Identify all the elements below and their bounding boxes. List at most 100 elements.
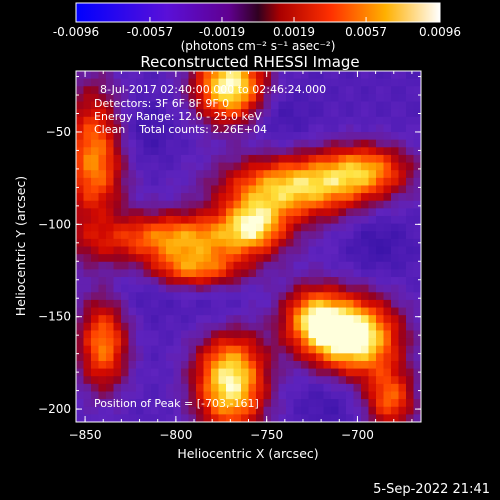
heatmap-cell — [413, 399, 421, 408]
heatmap-cell — [211, 246, 220, 255]
heatmap-cell — [203, 231, 212, 240]
heatmap-cell — [218, 345, 227, 354]
heatmap-cell — [136, 93, 145, 103]
heatmap-cell — [383, 223, 392, 232]
heatmap-cell — [376, 261, 385, 270]
heatmap-cell — [241, 269, 250, 278]
heatmap-cell — [263, 109, 272, 118]
heatmap-cell — [121, 292, 130, 301]
heatmap-cell — [271, 139, 280, 148]
heatmap-cell — [368, 208, 377, 217]
heatmap-cell — [376, 307, 385, 316]
heatmap-cell — [76, 345, 85, 354]
heatmap-cell — [158, 93, 167, 103]
heatmap-cell — [158, 185, 167, 194]
heatmap-cell — [83, 215, 92, 225]
heatmap-cell — [323, 147, 332, 156]
heatmap-cell — [391, 406, 400, 415]
heatmap-cell — [323, 215, 332, 225]
heatmap-cell — [128, 185, 137, 194]
heatmap-cell — [308, 345, 317, 354]
heatmap-cell — [241, 254, 250, 263]
heatmap-cell — [346, 147, 355, 156]
heatmap-cell — [316, 170, 325, 179]
heatmap-cell — [391, 109, 400, 118]
heatmap-cell — [331, 231, 340, 240]
heatmap-cell — [331, 78, 340, 87]
heatmap-cell — [151, 124, 160, 133]
heatmap-cell — [398, 101, 407, 110]
heatmap-cell — [226, 277, 235, 286]
heatmap-cell — [316, 391, 325, 400]
heatmap-cell — [286, 414, 295, 422]
heatmap-cell — [278, 376, 287, 385]
heatmap-cell — [248, 254, 257, 263]
heatmap-cell — [256, 406, 265, 415]
heatmap-cell — [293, 193, 302, 202]
heatmap-cell — [316, 177, 325, 187]
heatmap-cell — [188, 193, 197, 202]
heatmap-cell — [76, 208, 85, 217]
heatmap-cell — [331, 139, 340, 148]
heatmap-cell — [241, 109, 250, 118]
heatmap-cell — [83, 353, 92, 362]
heatmap-cell — [331, 307, 340, 316]
heatmap-cell — [211, 399, 220, 408]
heatmap-cell — [143, 322, 152, 332]
heatmap-cell — [391, 315, 400, 324]
heatmap-cell — [181, 215, 190, 225]
heatmap-cell — [406, 414, 415, 422]
heatmap-cell — [346, 208, 355, 217]
heatmap-cell — [188, 383, 197, 393]
heatmap-cell — [361, 124, 370, 133]
heatmap-cell — [308, 284, 317, 293]
heatmap-cell — [338, 185, 347, 194]
heatmap-cell — [383, 368, 392, 377]
heatmap-cell — [241, 215, 250, 225]
heatmap-cell — [113, 147, 122, 156]
heatmap-cell — [301, 170, 310, 179]
heatmap-cell — [308, 162, 317, 171]
heatmap-cell — [368, 215, 377, 225]
heatmap-cell — [346, 383, 355, 393]
heatmap-cell — [391, 200, 400, 209]
heatmap-cell — [158, 86, 167, 95]
heatmap-cell — [166, 101, 175, 110]
heatmap-cell — [278, 338, 287, 347]
heatmap-cell — [128, 231, 137, 240]
heatmap-cell — [203, 177, 212, 187]
heatmap-cell — [301, 147, 310, 156]
heatmap-cell — [278, 132, 287, 141]
heatmap-cell — [76, 261, 85, 270]
heatmap-cell — [346, 338, 355, 347]
heatmap-cell — [98, 307, 107, 316]
heatmap-cell — [323, 360, 332, 370]
heatmap-cell — [218, 193, 227, 202]
heatmap-cell — [376, 368, 385, 377]
heatmap-cell — [226, 338, 235, 347]
heatmap-cell — [263, 238, 272, 248]
heatmap-cell — [278, 193, 287, 202]
heatmap-cell — [188, 170, 197, 179]
heatmap-cell — [353, 330, 362, 339]
heatmap-cell — [226, 269, 235, 278]
heatmap-cell — [218, 307, 227, 316]
heatmap-cell — [248, 162, 257, 171]
heatmap-cell — [128, 345, 137, 354]
heatmap-cell — [106, 93, 115, 103]
heatmap-cell — [301, 338, 310, 347]
heatmap-cell — [98, 353, 107, 362]
heatmap-cell — [166, 269, 175, 278]
heatmap-cell — [151, 414, 160, 422]
heatmap-cell — [331, 338, 340, 347]
heatmap-cell — [301, 277, 310, 286]
heatmap-cell — [106, 78, 115, 87]
heatmap-cell — [91, 338, 100, 347]
heatmap-cell — [406, 170, 415, 179]
heatmap-cell — [263, 261, 272, 270]
heatmap-cell — [128, 71, 137, 80]
heatmap-cell — [278, 368, 287, 377]
heatmap-cell — [316, 345, 325, 354]
heatmap-cell — [151, 132, 160, 141]
heatmap-cell — [151, 139, 160, 148]
